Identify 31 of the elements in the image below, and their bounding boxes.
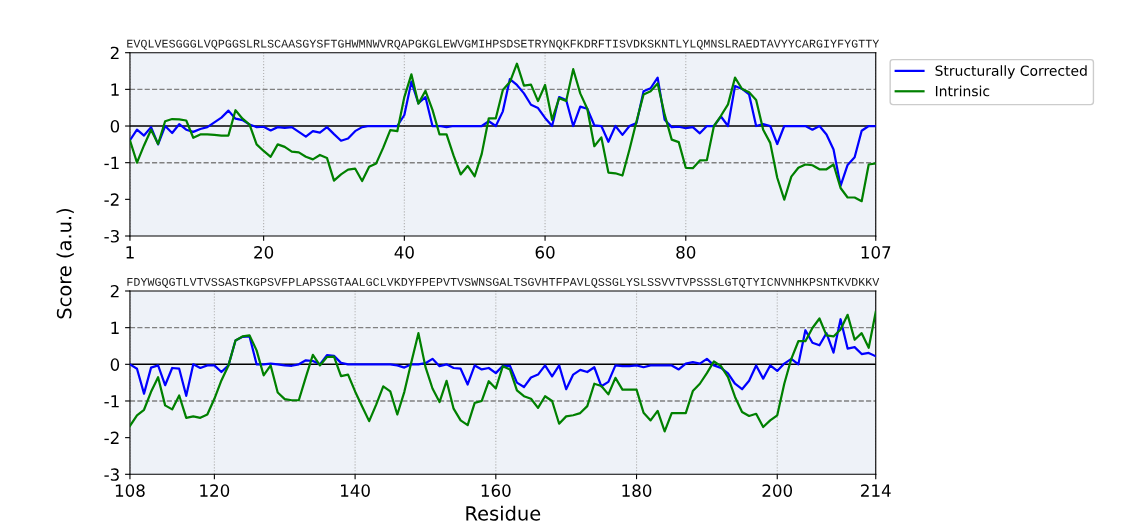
x-tick-label: 108 bbox=[115, 484, 145, 497]
x-tick-label: 180 bbox=[622, 484, 652, 497]
y-tick-label: -1 bbox=[104, 395, 119, 408]
y-tick-label: -3 bbox=[104, 229, 119, 243]
x-tick-label: 214 bbox=[861, 484, 891, 497]
x-tick-label: 107 bbox=[861, 246, 891, 259]
x-tick-label: 200 bbox=[762, 484, 793, 497]
x-tick-label: 120 bbox=[200, 484, 230, 497]
y-axis-title: Score (a.u.) bbox=[56, 208, 74, 319]
text: EVQLVESGGGLVQPGGSLRLSCAASGYSFTGHWMNWVRQAPGKGLEWVGMIHPSDSETRYNQKFKDRFTISVDKSKNTLYLQMNSLRAEDTAVYYCARGIYFYGTTY bbox=[127, 39, 880, 50]
y-tick-label: -3 bbox=[104, 468, 119, 481]
x-tick-label: 40 bbox=[394, 246, 414, 259]
y-tick-label: 1 bbox=[111, 321, 119, 334]
y-tick-label: 1 bbox=[111, 83, 119, 96]
y-tick-label: 0 bbox=[110, 358, 120, 371]
x-tick-label: 140 bbox=[341, 484, 370, 497]
y-tick-label: 2 bbox=[110, 46, 119, 60]
legend-label: Intrinsic bbox=[935, 85, 990, 97]
y-tick-label: -2 bbox=[104, 431, 119, 444]
x-tick-label: 160 bbox=[481, 484, 511, 497]
legend-label: Structurally Corrected bbox=[935, 65, 1087, 79]
x-axis-title: Residue bbox=[466, 505, 541, 521]
y-tick-label: -2 bbox=[104, 193, 119, 206]
y-tick-label: 0 bbox=[110, 119, 120, 133]
y-tick-label: -1 bbox=[104, 156, 119, 170]
y-tick-label: 2 bbox=[110, 284, 119, 298]
text: FDYWGQGTLVTVSSASTKGPSVFPLAPSSGTAALGCLVKDYFPEPVTVSWNSGALTSGVHTFPAVLQSSGLYSLSSVVTVPSSSLGTQTYICNVNHKPSNTKVDKKV bbox=[127, 277, 880, 289]
x-tick-label: 1 bbox=[126, 246, 134, 259]
x-tick-label: 60 bbox=[535, 246, 555, 259]
x-tick-label: 80 bbox=[676, 246, 696, 259]
x-tick-label: 20 bbox=[254, 246, 274, 259]
